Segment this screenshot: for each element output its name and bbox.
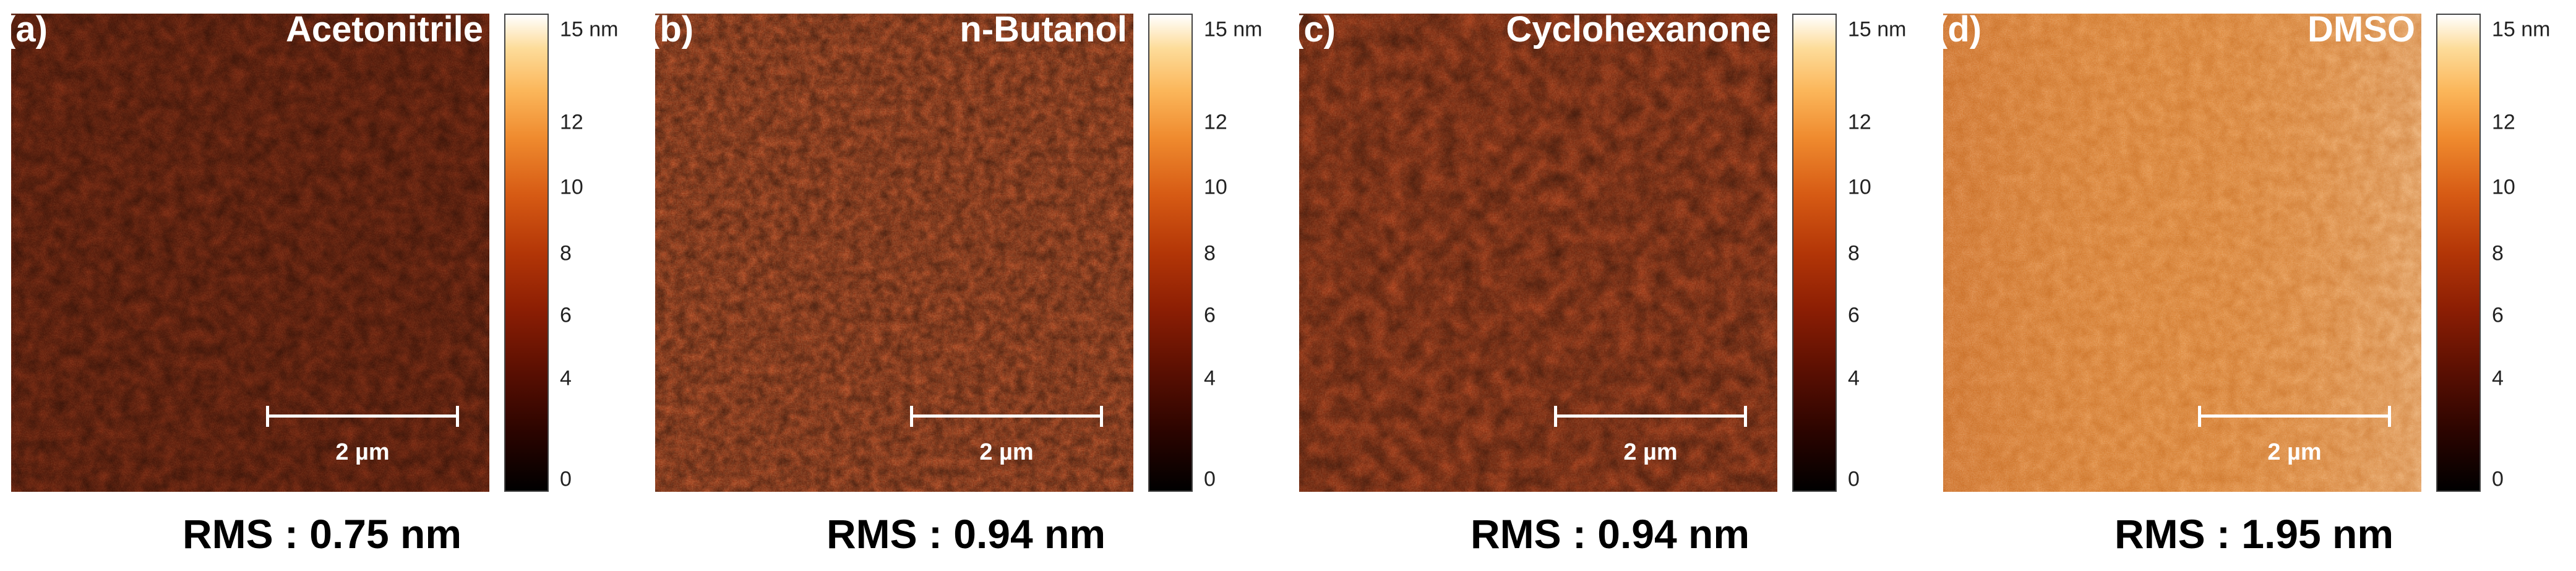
afm-height-map	[1299, 14, 1777, 492]
colorbar-max-label: 15 nm	[1848, 17, 1907, 41]
afm-height-map	[1943, 14, 2421, 492]
scale-bar-cap-right	[456, 406, 459, 427]
panel-d: (d) DMSO 2 µm 15 nm 12 10 8 6 4 0 RMS : …	[1932, 0, 2576, 571]
scale-bar	[1554, 406, 1747, 427]
afm-height-map	[655, 14, 1133, 492]
colorbar-tick: 4	[560, 366, 572, 390]
colorbar-tick: 12	[1848, 110, 1871, 134]
panel-a: (a) Acetonitrile 2 µm 15 nm 12 10 8 6 4 …	[0, 0, 644, 571]
colorbar-tick: 4	[1848, 366, 1860, 390]
scale-bar-label: 2 µm	[1623, 439, 1678, 465]
colorbar-tick: 6	[2492, 303, 2504, 327]
colorbar-tick: 6	[1204, 303, 1216, 327]
colorbar-tick: 12	[1204, 110, 1227, 134]
panel-letter: (a)	[4, 9, 48, 49]
scale-bar-cap-right	[1744, 406, 1747, 427]
colorbar-tick: 0	[560, 467, 572, 491]
colorbar-tick: 8	[2492, 241, 2504, 265]
rms-roughness-label: RMS : 0.94 nm	[826, 511, 1106, 557]
colorbar-tick: 0	[1848, 467, 1860, 491]
colorbar-tick: 10	[1848, 175, 1871, 199]
colorbar-max-label: 15 nm	[2492, 17, 2551, 41]
solvent-label: Cyclohexanone	[1506, 9, 1771, 49]
scale-bar-label: 2 µm	[335, 439, 390, 465]
colorbar-tick: 0	[2492, 467, 2504, 491]
colorbar-tick: 8	[1204, 241, 1216, 265]
colorbar-tick: 10	[2492, 175, 2515, 199]
panel-letter: (d)	[1936, 9, 1982, 49]
scale-bar-line	[910, 414, 1103, 418]
height-colorbar	[2436, 14, 2481, 492]
solvent-label: n-Butanol	[960, 9, 1127, 49]
colorbar-tick: 4	[1204, 366, 1216, 390]
colorbar-max-label: 15 nm	[560, 17, 619, 41]
scale-bar-label: 2 µm	[979, 439, 1034, 465]
panel-letter: (c)	[1292, 9, 1336, 49]
afm-height-map	[11, 14, 489, 492]
colorbar-tick: 8	[1848, 241, 1860, 265]
scale-bar-line	[266, 414, 459, 418]
panel-letter: (b)	[648, 9, 694, 49]
height-colorbar	[1148, 14, 1193, 492]
colorbar-max-label: 15 nm	[1204, 17, 1263, 41]
colorbar-tick: 6	[560, 303, 572, 327]
colorbar-tick: 6	[1848, 303, 1860, 327]
colorbar-tick: 0	[1204, 467, 1216, 491]
rms-roughness-label: RMS : 1.95 nm	[2114, 511, 2394, 557]
colorbar-tick: 12	[560, 110, 583, 134]
scale-bar-cap-right	[1100, 406, 1103, 427]
scale-bar-label: 2 µm	[2267, 439, 2322, 465]
solvent-label: Acetonitrile	[285, 9, 483, 49]
colorbar-tick: 8	[560, 241, 572, 265]
panel-c: (c) Cyclohexanone 2 µm 15 nm 12 10 8 6 4…	[1288, 0, 1932, 571]
scale-bar	[266, 406, 459, 427]
colorbar-tick: 10	[560, 175, 583, 199]
height-colorbar	[1792, 14, 1837, 492]
scale-bar	[2198, 406, 2391, 427]
scale-bar-line	[1554, 414, 1747, 418]
height-colorbar	[504, 14, 549, 492]
panel-b: (b) n-Butanol 2 µm 15 nm 12 10 8 6 4 0 R…	[644, 0, 1288, 571]
scale-bar	[910, 406, 1103, 427]
colorbar-tick: 10	[1204, 175, 1227, 199]
solvent-label: DMSO	[2308, 9, 2415, 49]
colorbar-tick: 12	[2492, 110, 2515, 134]
scale-bar-line	[2198, 414, 2391, 418]
rms-roughness-label: RMS : 0.75 nm	[182, 511, 462, 557]
colorbar-tick: 4	[2492, 366, 2504, 390]
scale-bar-cap-right	[2388, 406, 2391, 427]
rms-roughness-label: RMS : 0.94 nm	[1470, 511, 1750, 557]
